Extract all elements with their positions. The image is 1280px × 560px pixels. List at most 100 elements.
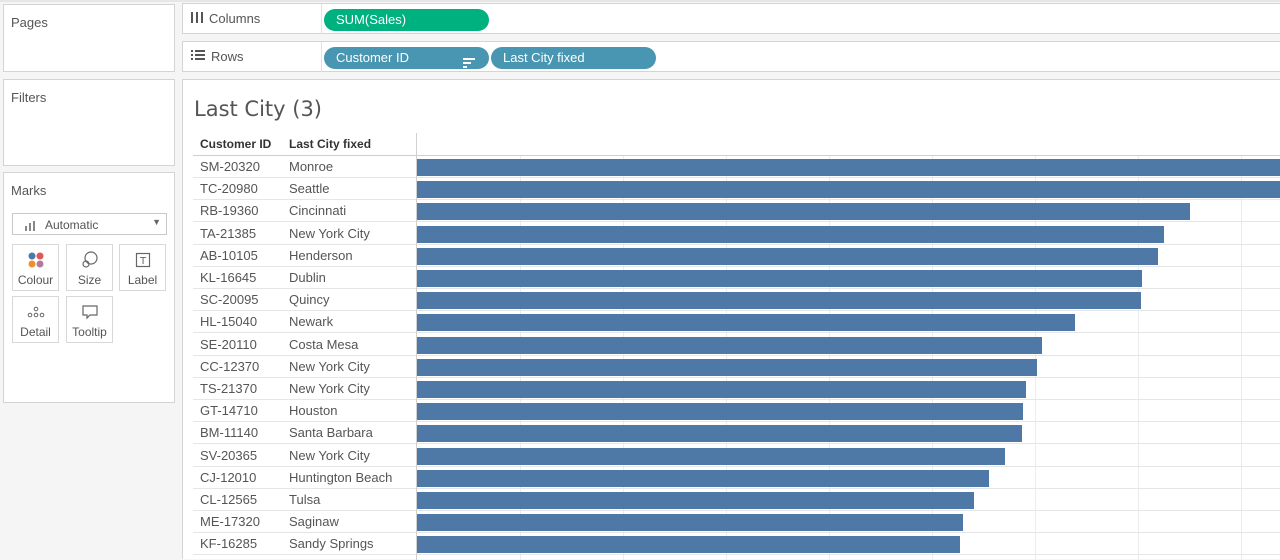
table-row[interactable]: BM-11140 Santa Barbara	[193, 422, 1280, 445]
table-row[interactable]: TS-21370 New York City	[193, 378, 1280, 400]
customer-id-header[interactable]: Customer ID	[200, 137, 272, 151]
last-city-fixed-pill[interactable]: Last City fixed	[491, 47, 656, 69]
rows-label: Rows	[211, 49, 244, 64]
sales-bar[interactable]	[417, 425, 1022, 443]
row-separator	[193, 265, 1280, 267]
row-separator	[193, 510, 1280, 511]
marks-title: Marks	[11, 183, 47, 198]
sales-bar[interactable]	[417, 203, 1190, 221]
customer-id-cell: TA-21385	[200, 225, 257, 241]
table-row[interactable]: KF-16285 Sandy Springs	[193, 533, 1280, 556]
city-cell: Newark	[289, 314, 334, 330]
city-cell: Costa Mesa	[289, 336, 359, 352]
table-row[interactable]: RB-19360 Cincinnati	[193, 200, 1280, 223]
columns-shelf[interactable]: Columns SUM(Sales)	[182, 3, 1280, 34]
sales-bar[interactable]	[417, 270, 1142, 287]
tooltip-icon	[67, 303, 112, 321]
sheet-title: Last City (3)	[194, 97, 322, 121]
table-row[interactable]: SV-20365 New York City	[193, 445, 1280, 467]
row-separator	[193, 332, 1280, 334]
customer-id-cell: AB-10105	[200, 247, 258, 263]
detail-button[interactable]: Detail	[12, 296, 59, 343]
table-row[interactable]: SM-20320 Monroe	[193, 156, 1280, 178]
mark-type-value: Automatic	[45, 218, 99, 232]
table-row[interactable]: GT-14710 Houston	[193, 400, 1280, 423]
city-cell: Quincy	[289, 292, 330, 308]
header-divider	[193, 155, 1280, 156]
gridline	[1035, 156, 1036, 560]
worksheet-view[interactable]: Last City (3) Customer ID Last City fixe…	[182, 79, 1280, 560]
rows-icon	[191, 49, 205, 64]
gridline	[829, 156, 830, 560]
table-row[interactable]: CL-12565 Tulsa	[193, 489, 1280, 511]
sales-bar[interactable]	[417, 314, 1075, 332]
table-row[interactable]: CC-12370 New York City	[193, 356, 1280, 378]
city-cell: Sandy Springs	[289, 536, 374, 552]
row-separator	[193, 554, 1280, 556]
customer-id-cell: GT-14710	[200, 403, 258, 419]
row-separator	[193, 376, 1280, 378]
sort-descending-icon[interactable]	[463, 53, 475, 75]
table-row[interactable]: ME-17320 Saginaw	[193, 511, 1280, 534]
sales-bar[interactable]	[417, 403, 1023, 421]
sales-bar[interactable]	[417, 336, 1042, 354]
colour-label: Colour	[17, 273, 54, 287]
city-cell: Cincinnati	[289, 203, 347, 219]
sales-bar[interactable]	[417, 536, 960, 554]
detail-icon	[13, 303, 58, 321]
city-cell: Houston	[289, 403, 338, 419]
sales-bar[interactable]	[417, 225, 1164, 243]
columns-icon	[191, 11, 203, 26]
row-separator	[193, 532, 1280, 534]
row-separator	[193, 465, 1280, 467]
table-row[interactable]: SC-20095 Quincy	[193, 289, 1280, 312]
table-row[interactable]: CJ-12010 Huntington Beach	[193, 467, 1280, 489]
filters-card[interactable]: Filters	[3, 79, 175, 166]
customer-id-pill[interactable]: Customer ID	[324, 47, 489, 69]
pages-card[interactable]: Pages	[3, 4, 175, 72]
sales-bar[interactable]	[417, 381, 1026, 398]
customer-id-cell: TS-21370	[200, 381, 258, 396]
row-separator	[193, 199, 1280, 201]
label-label: Label	[127, 273, 158, 287]
mark-type-dropdown[interactable]: Automatic ▼	[12, 213, 167, 235]
city-cell: Tulsa	[289, 492, 321, 507]
rows-shelf[interactable]: Rows Customer ID Last City fixed	[182, 41, 1280, 72]
customer-id-cell: CC-12370	[200, 358, 260, 374]
row-separator	[193, 487, 1280, 489]
sales-bar[interactable]	[417, 492, 974, 509]
columns-shelf-label-group: Columns	[191, 11, 260, 26]
sum-sales-pill[interactable]: SUM(Sales)	[324, 9, 489, 31]
city-cell: Henderson	[289, 247, 353, 263]
city-cell: New York City	[289, 381, 370, 396]
customer-id-cell: RB-19360	[200, 203, 259, 219]
row-separator	[193, 310, 1280, 312]
sales-bar[interactable]	[417, 514, 963, 532]
colour-button[interactable]: Colour	[12, 244, 59, 291]
sales-bar[interactable]	[417, 247, 1158, 265]
table-row[interactable]: KL-16645 Dublin	[193, 267, 1280, 289]
last-city-header[interactable]: Last City fixed	[289, 137, 372, 151]
size-label: Size	[77, 273, 102, 287]
customer-id-cell: SC-20095	[200, 292, 259, 308]
sales-bar[interactable]	[417, 181, 1280, 199]
table-row[interactable]: AB-10105 Henderson	[193, 245, 1280, 267]
sales-bar[interactable]	[417, 292, 1141, 310]
gridline	[1241, 156, 1242, 560]
sales-bar[interactable]	[417, 469, 989, 487]
sales-bar[interactable]	[417, 447, 1005, 465]
table-row[interactable]: HL-15040 Newark	[193, 311, 1280, 334]
size-button[interactable]: Size	[66, 244, 113, 291]
tooltip-button[interactable]: Tooltip	[66, 296, 113, 343]
table-row[interactable]: TA-21385 New York City	[193, 223, 1280, 245]
label-button[interactable]: T Label	[119, 244, 166, 291]
filters-title: Filters	[11, 90, 47, 105]
sales-bar[interactable]	[417, 358, 1037, 376]
bar-chart-icon	[25, 220, 37, 234]
city-cell: Santa Barbara	[289, 425, 373, 441]
sales-bar[interactable]	[417, 159, 1280, 176]
shelf-divider	[321, 42, 322, 72]
table-row[interactable]: TC-20980 Seattle	[193, 178, 1280, 201]
row-separator	[193, 421, 1280, 423]
table-row[interactable]: SE-20110 Costa Mesa	[193, 334, 1280, 356]
